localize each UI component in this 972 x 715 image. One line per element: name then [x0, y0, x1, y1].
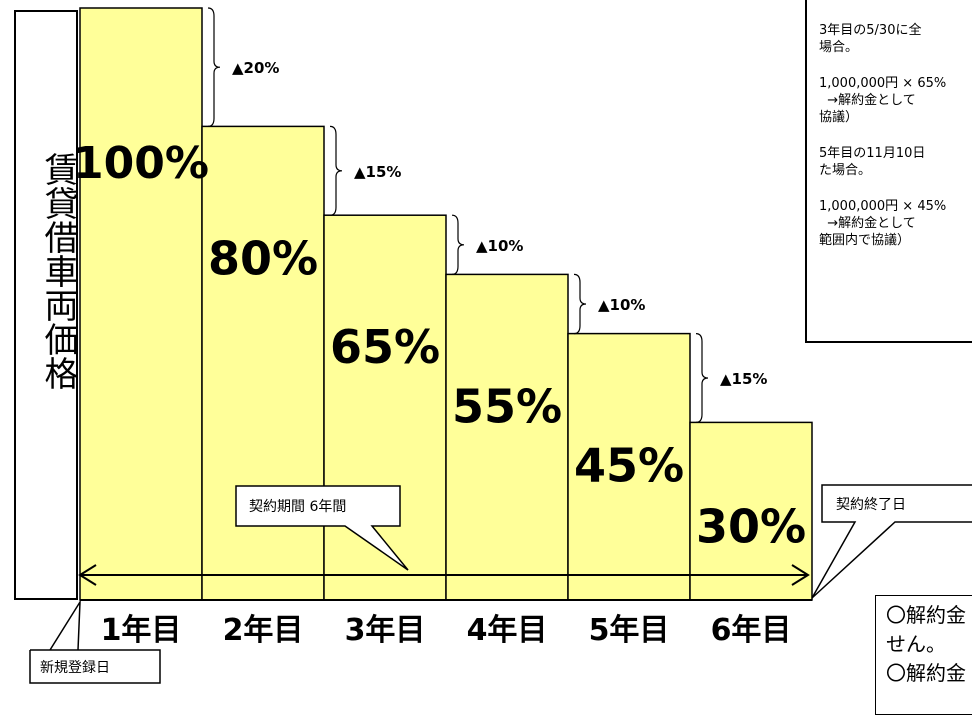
year-label-4: 4年目 — [467, 613, 548, 648]
year-label-6: 6年目 — [711, 613, 792, 648]
brace-2 — [329, 125, 343, 216]
bar-1 — [79, 7, 203, 601]
decrement-label-1: ▲20% — [232, 59, 279, 77]
brace-1 — [207, 7, 221, 127]
callout-period-text: 契約期間 6年間 — [249, 499, 346, 515]
footnote-box: 〇解約金 せん。 〇解約金 — [875, 595, 972, 715]
value-label-4: 55% — [452, 379, 562, 433]
decrement-label-5: ▲15% — [720, 370, 767, 388]
decrement-label-2: ▲15% — [354, 163, 401, 181]
footnote-line-1: 〇解約金 — [886, 603, 966, 627]
note-para-3: 5年目の11月10日 た場合。 — [819, 146, 926, 178]
vertical-label: 賃貸借車両価格 — [38, 152, 78, 390]
bar-6 — [689, 421, 813, 601]
note-para-4: 1,000,000円 × 45% →解約金として 範囲内で協議） — [819, 199, 947, 248]
vertical-label-box: 賃貸借車両価格 — [14, 10, 78, 600]
value-label-6: 30% — [696, 499, 806, 553]
note-box: 3年目の5/30に全 場合。 1,000,000円 × 65% →解約金として 協… — [805, 0, 972, 343]
decrement-label-4: ▲10% — [598, 296, 645, 314]
brace-5 — [695, 333, 709, 423]
value-label-1: 100% — [73, 138, 209, 189]
callout-contract-period: 契約期間 6年間 — [235, 485, 409, 571]
bar-2 — [201, 125, 325, 601]
value-label-3: 65% — [330, 320, 440, 374]
brace-3 — [451, 214, 465, 275]
decrement-label-3: ▲10% — [476, 237, 523, 255]
year-label-3: 3年目 — [345, 613, 426, 648]
footnote-line-3: 〇解約金 — [886, 661, 966, 685]
callout-registration-date: 新規登録日 — [29, 599, 161, 684]
callout-start-text: 新規登録日 — [40, 660, 110, 676]
value-label-5: 45% — [574, 439, 684, 493]
bar-4 — [445, 273, 569, 601]
year-label-2: 2年目 — [223, 613, 304, 648]
arrow-left-head — [78, 564, 97, 586]
year-label-5: 5年目 — [589, 613, 670, 648]
bar-5 — [567, 332, 691, 601]
value-label-2: 80% — [208, 231, 318, 285]
arrow-right-head — [791, 564, 810, 586]
callout-end-text: 契約終了日 — [836, 497, 906, 513]
callout-contract-end: 契約終了日 — [811, 484, 972, 599]
note-para-2: 1,000,000円 × 65% →解約金として 協議） — [819, 76, 947, 125]
footnote-line-2: せん。 — [886, 632, 946, 656]
year-label-1: 1年目 — [101, 613, 182, 648]
bar-3 — [323, 214, 447, 601]
brace-4 — [573, 273, 587, 335]
note-para-1: 3年目の5/30に全 場合。 — [819, 23, 922, 55]
